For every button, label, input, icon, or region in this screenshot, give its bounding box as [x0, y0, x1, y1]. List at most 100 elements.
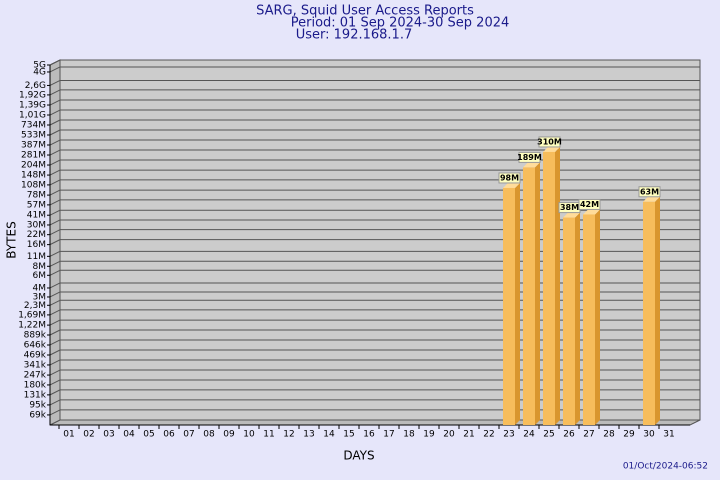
grid-line: [49, 66, 61, 73]
y-tick-label: 5G: [33, 61, 46, 71]
x-tick-label: 25: [543, 430, 554, 440]
grid-line: [49, 379, 61, 386]
grid-line: [49, 409, 61, 416]
bar: [583, 214, 595, 425]
x-tick-label: 01: [63, 430, 74, 440]
grid-line: [49, 149, 61, 156]
grid-line: [49, 189, 61, 196]
grid-line: [49, 119, 61, 126]
grid-line: [49, 109, 61, 116]
y-tick-label: 1,22M: [18, 321, 46, 331]
grid-line: [49, 399, 61, 406]
y-tick-label: 22M: [27, 230, 46, 240]
y-tick-label: 16M: [27, 240, 46, 250]
y-tick-label: 734M: [21, 120, 46, 130]
value-label-box: [538, 136, 561, 148]
value-label: 38M: [560, 203, 579, 212]
y-tick-label: 889k: [24, 331, 47, 341]
value-label-box: [578, 198, 601, 210]
y-tick-label: 387M: [21, 141, 46, 151]
bar: [523, 167, 535, 425]
value-label: 63M: [640, 187, 659, 196]
y-tick-label: 1,39G: [19, 101, 46, 111]
x-tick-label: 04: [123, 430, 135, 440]
grid-line: [49, 209, 61, 216]
y-tick-label: 69k: [29, 410, 46, 420]
y-tick-label: 108M: [21, 180, 46, 190]
grid-line: [49, 139, 61, 146]
value-label: 189M: [517, 153, 542, 162]
x-tick-label: 22: [483, 430, 494, 440]
bar: [543, 151, 555, 425]
grid-line: [49, 389, 61, 396]
y-tick-label: 646k: [24, 340, 47, 350]
footer: 01/Oct/2024-06:52: [623, 462, 708, 472]
y-tick-label: 3M: [33, 292, 47, 302]
y-tick-label: 1,01G: [19, 111, 46, 121]
y-tick-label: 533M: [21, 131, 46, 141]
value-label: 98M: [500, 173, 519, 182]
plot-floor: [49, 419, 701, 426]
x-tick-label: 06: [163, 430, 175, 440]
grid-line: [49, 229, 61, 236]
y-tick-label: 57M: [27, 200, 46, 210]
bar-top: [583, 209, 600, 215]
grid-line: [49, 159, 61, 166]
grid-line: [49, 239, 61, 246]
grid-line: [49, 179, 61, 186]
grid-line: [49, 291, 61, 298]
x-tick-label: 09: [223, 430, 235, 440]
grid-line: [49, 219, 61, 226]
bar-top: [503, 182, 520, 188]
bar-side: [535, 162, 540, 425]
y-tick-label: 469k: [24, 351, 47, 361]
y-tick-label: 281M: [21, 151, 46, 161]
x-axis-label: DAYS: [343, 449, 374, 463]
value-label: 310M: [537, 137, 562, 146]
y-tick-label: 30M: [27, 220, 46, 230]
bar-side: [555, 146, 560, 425]
x-tick-label: 27: [583, 430, 594, 440]
grid-line: [49, 260, 61, 267]
x-tick-label: 11: [263, 430, 274, 440]
y-tick-label: 41M: [27, 211, 46, 221]
x-tick-label: 30: [643, 430, 655, 440]
y-tick-label: 247k: [24, 371, 47, 381]
x-tick-label: 02: [83, 430, 94, 440]
y-tick-label: 204M: [21, 161, 46, 171]
grid-line: [49, 269, 61, 276]
value-label-box: [638, 186, 661, 198]
x-tick-label: 20: [443, 430, 455, 440]
grid-line: [49, 250, 61, 257]
grid-line: [49, 199, 61, 206]
x-tick-label: 29: [623, 430, 635, 440]
x-tick-label: 31: [663, 430, 674, 440]
y-tick-label: 131k: [24, 390, 47, 400]
x-tick-label: 10: [243, 430, 255, 440]
x-tick-label: 05: [143, 430, 154, 440]
chart-user: User: 192.168.1.7: [296, 28, 412, 43]
grid-line: [49, 89, 61, 96]
grid-line: [49, 309, 61, 316]
x-tick-label: 17: [383, 430, 394, 440]
grid-line: [49, 80, 61, 86]
grid-line: [49, 282, 61, 289]
y-tick-label: 78M: [27, 191, 46, 201]
x-tick-label: 13: [303, 430, 314, 440]
x-tick-label: 08: [203, 430, 215, 440]
bar-side: [515, 182, 520, 425]
bar-side: [595, 209, 600, 425]
grid-line: [49, 359, 61, 366]
y-tick-label: 8M: [33, 262, 47, 272]
x-tick-label: 03: [103, 430, 114, 440]
x-tick-label: 19: [423, 430, 435, 440]
x-tick-label: 15: [343, 430, 354, 440]
grid-line: [49, 59, 61, 66]
grid-line: [49, 319, 61, 326]
bar-side: [575, 212, 580, 425]
grid-line: [49, 169, 61, 176]
x-tick-label: 14: [323, 430, 335, 440]
value-label-box: [498, 172, 521, 184]
y-tick-label: 4G: [33, 67, 46, 77]
y-tick-label: 4M: [33, 283, 47, 293]
